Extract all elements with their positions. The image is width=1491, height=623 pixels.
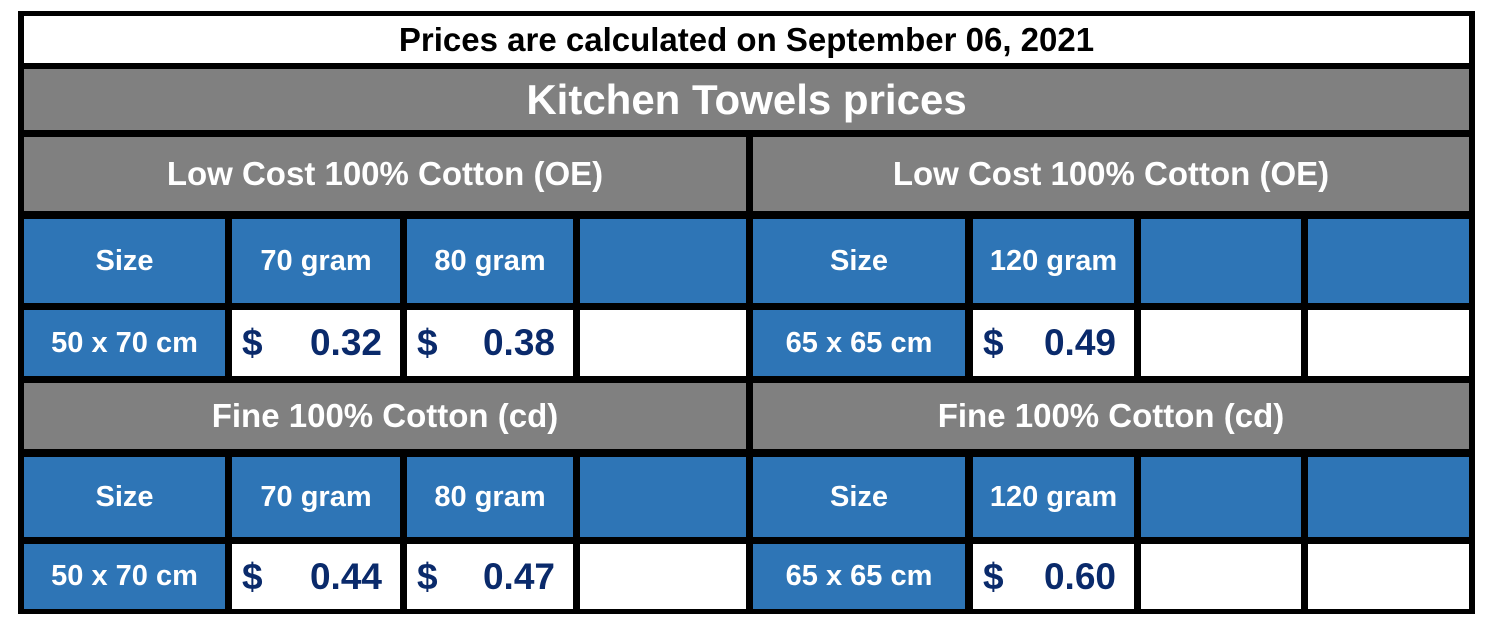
price-value: 0.49 — [1043, 322, 1116, 363]
price-cell: $ 0.49 — [973, 310, 1134, 376]
table-title: Kitchen Towels prices — [24, 69, 1469, 130]
empty-price-cell — [1308, 310, 1469, 376]
column-header-size: Size — [753, 219, 965, 303]
column-header-empty — [1141, 457, 1301, 537]
currency-symbol: $ — [417, 322, 438, 363]
section-header-low-cost-right: Low Cost 100% Cotton (OE) — [753, 137, 1469, 211]
currency-symbol: $ — [983, 555, 1004, 597]
currency-symbol: $ — [983, 322, 1004, 363]
column-header-empty — [1308, 219, 1469, 303]
column-header-70-gram: 70 gram — [232, 219, 400, 303]
date-line: Prices are calculated on September 06, 2… — [24, 16, 1469, 63]
column-header-empty — [580, 457, 746, 537]
column-header-size: Size — [24, 219, 225, 303]
price-cell: $ 0.60 — [973, 544, 1134, 609]
empty-price-cell — [580, 310, 746, 376]
column-header-70-gram: 70 gram — [232, 457, 400, 537]
column-header-empty — [580, 219, 746, 303]
column-header-120-gram: 120 gram — [973, 219, 1134, 303]
column-header-empty — [1141, 219, 1301, 303]
column-header-size: Size — [753, 457, 965, 537]
size-cell: 65 x 65 cm — [753, 544, 965, 609]
column-header-80-gram: 80 gram — [407, 457, 573, 537]
price-cell: $ 0.32 — [232, 310, 400, 376]
price-value: 0.44 — [309, 555, 382, 597]
section-header-fine-right: Fine 100% Cotton (cd) — [753, 383, 1469, 449]
price-value: 0.32 — [309, 322, 382, 363]
section-header-low-cost-left: Low Cost 100% Cotton (OE) — [24, 137, 746, 211]
empty-price-cell — [1141, 544, 1301, 609]
column-header-80-gram: 80 gram — [407, 219, 573, 303]
column-header-120-gram: 120 gram — [973, 457, 1134, 537]
empty-price-cell — [580, 544, 746, 609]
price-cell: $ 0.44 — [232, 544, 400, 609]
empty-price-cell — [1141, 310, 1301, 376]
size-cell: 65 x 65 cm — [753, 310, 965, 376]
currency-symbol: $ — [417, 555, 438, 597]
price-value: 0.38 — [482, 322, 555, 363]
column-header-empty — [1308, 457, 1469, 537]
section-header-fine-left: Fine 100% Cotton (cd) — [24, 383, 746, 449]
currency-symbol: $ — [242, 322, 263, 363]
price-value: 0.60 — [1043, 555, 1116, 597]
empty-price-cell — [1308, 544, 1469, 609]
price-value: 0.47 — [482, 555, 555, 597]
size-cell: 50 x 70 cm — [24, 310, 225, 376]
column-header-size: Size — [24, 457, 225, 537]
currency-symbol: $ — [242, 555, 263, 597]
price-cell: $ 0.38 — [407, 310, 573, 376]
size-cell: 50 x 70 cm — [24, 544, 225, 609]
price-cell: $ 0.47 — [407, 544, 573, 609]
